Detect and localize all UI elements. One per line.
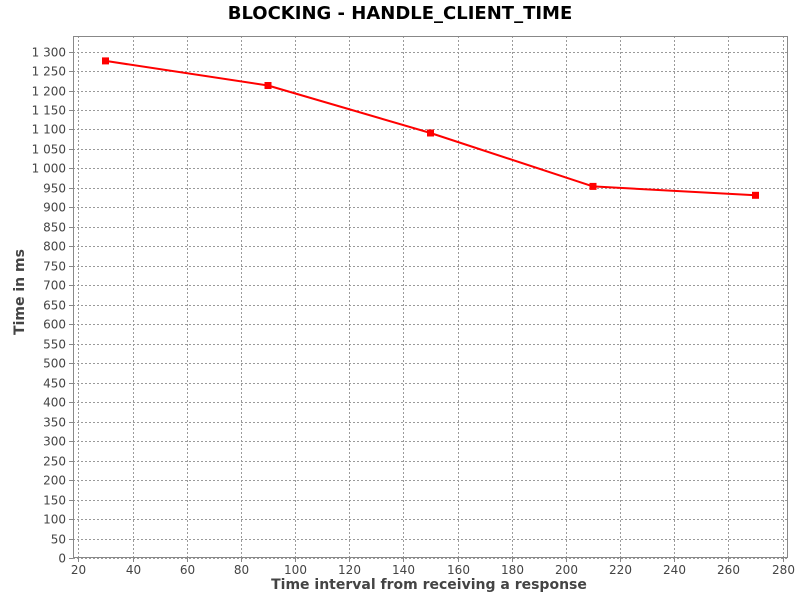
y-tick-label: 250 [43, 455, 66, 469]
data-point [752, 191, 759, 199]
x-tick-label: 60 [180, 563, 195, 577]
y-tick-label: 850 [43, 221, 66, 235]
x-axis-label: Time interval from receiving a response [271, 577, 587, 593]
y-tick-label: 50 [51, 533, 66, 547]
y-tick-label: 500 [43, 357, 66, 371]
data-point [589, 182, 597, 190]
x-tick-label: 40 [126, 563, 141, 577]
y-tick-label: 1 200 [32, 85, 66, 99]
x-tick-label: 140 [392, 563, 415, 577]
y-tick-label: 600 [43, 318, 66, 332]
x-tick-label: 180 [501, 563, 524, 577]
data-point [427, 129, 434, 137]
y-tick-label: 550 [43, 338, 66, 352]
y-tick-label: 0 [58, 552, 66, 566]
x-tick-label: 220 [609, 563, 632, 577]
y-tick-label: 1 250 [32, 65, 66, 79]
y-tick-label: 900 [43, 201, 66, 215]
data-point [264, 82, 272, 89]
y-tick-label: 100 [43, 513, 66, 527]
x-tick-label: 100 [284, 563, 307, 577]
x-tick-label: 280 [772, 563, 795, 577]
x-tick-label: 160 [447, 563, 470, 577]
y-tick-label: 400 [43, 396, 66, 410]
y-axis-label: Time in ms [12, 249, 28, 335]
x-tick-label: 260 [717, 563, 740, 577]
y-tick-label: 450 [43, 377, 66, 391]
y-tick-label: 200 [43, 474, 66, 488]
x-tick-label: 240 [663, 563, 686, 577]
y-tick-label: 350 [43, 416, 66, 430]
y-tick-label: 700 [43, 279, 66, 293]
data-point [102, 57, 109, 65]
x-tick-label: 80 [234, 563, 249, 577]
y-tick-label: 150 [43, 494, 66, 508]
y-tick-label: 950 [43, 182, 66, 196]
y-tick-label: 650 [43, 299, 66, 313]
y-tick-label: 750 [43, 260, 66, 274]
x-tick-label: 20 [71, 563, 86, 577]
plot-border [73, 36, 788, 558]
x-tick-label: 200 [555, 563, 578, 577]
plot-background [73, 36, 788, 558]
x-tick-label: 120 [338, 563, 361, 577]
y-tick-label: 1 150 [32, 104, 66, 118]
y-tick-label: 300 [43, 435, 66, 449]
y-tick-label: 1 300 [32, 46, 66, 60]
y-tick-label: 1 050 [32, 143, 66, 157]
chart-title: BLOCKING - HANDLE_CLIENT_TIME [227, 3, 573, 24]
y-tick-label: 800 [43, 240, 66, 254]
y-tick-label: 1 000 [32, 162, 66, 176]
y-tick-label: 1 100 [32, 123, 66, 137]
